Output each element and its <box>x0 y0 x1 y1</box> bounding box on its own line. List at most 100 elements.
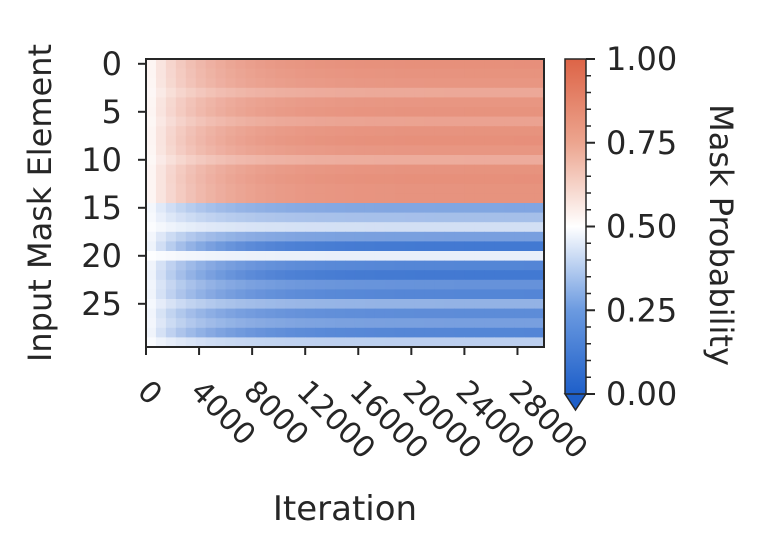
heatmap-cell <box>245 289 257 300</box>
heatmap-cell <box>494 289 505 300</box>
heatmap-cell <box>185 308 197 319</box>
heatmap-cell <box>474 222 485 233</box>
heatmap-cell <box>175 87 187 98</box>
heatmap-cell <box>414 279 426 290</box>
heatmap-cell <box>285 107 296 118</box>
heatmap-cell <box>504 299 515 310</box>
heatmap-cell <box>534 222 545 233</box>
heatmap-cell <box>275 97 286 108</box>
heatmap-cell <box>215 183 227 194</box>
heatmap-cell <box>146 97 157 108</box>
heatmap-cell <box>265 260 276 271</box>
heatmap-cell <box>534 260 545 271</box>
heatmap-cell <box>424 241 436 252</box>
heatmap-cell <box>354 251 366 262</box>
heatmap-cell <box>454 299 465 310</box>
heatmap-cell <box>394 59 406 70</box>
heatmap-cell <box>374 212 386 223</box>
heatmap-cell <box>225 59 237 70</box>
heatmap-cell <box>464 155 475 166</box>
heatmap-cell <box>175 116 187 127</box>
heatmap-cell <box>265 68 276 79</box>
heatmap-cell <box>155 193 167 204</box>
heatmap-cell <box>444 107 456 118</box>
heatmap-cell <box>414 231 426 242</box>
heatmap-cell <box>464 87 475 98</box>
heatmap-cell <box>464 59 475 70</box>
heatmap-cell <box>146 270 157 281</box>
heatmap-cell <box>454 231 465 242</box>
heatmap-cell <box>404 193 416 204</box>
heatmap-cell <box>165 289 177 300</box>
heatmap-cell <box>454 308 465 319</box>
heatmap-cell <box>534 327 545 338</box>
heatmap-cell <box>404 87 416 98</box>
heatmap-cell <box>305 289 316 300</box>
heatmap-cell <box>285 222 296 233</box>
heatmap-cell <box>215 289 227 300</box>
heatmap-cell <box>364 260 376 271</box>
heatmap-cell <box>364 279 376 290</box>
heatmap-cell <box>285 59 296 70</box>
heatmap-cell <box>305 337 316 348</box>
heatmap-cell <box>424 59 436 70</box>
heatmap-cell <box>235 299 247 310</box>
heatmap-cell <box>474 260 485 271</box>
heatmap-cell <box>414 145 426 156</box>
heatmap-cell <box>414 260 426 271</box>
heatmap-cell <box>354 327 366 338</box>
heatmap-cell <box>494 270 505 281</box>
heatmap-cell <box>146 59 157 70</box>
heatmap-cell <box>404 260 416 271</box>
heatmap-cell <box>464 212 475 223</box>
heatmap-cell <box>534 299 545 310</box>
heatmap-cell <box>374 155 386 166</box>
heatmap-cell <box>534 59 545 70</box>
heatmap-cell <box>394 116 406 127</box>
heatmap-cell <box>434 212 446 223</box>
heatmap-cell <box>325 203 336 214</box>
heatmap-cell <box>454 279 465 290</box>
heatmap-cell <box>185 164 197 175</box>
heatmap-cell <box>404 135 416 146</box>
heatmap-cell <box>394 222 406 233</box>
heatmap-cell <box>185 222 197 233</box>
heatmap-cell <box>285 241 296 252</box>
heatmap-cell <box>305 270 316 281</box>
heatmap-cell <box>265 116 276 127</box>
heatmap-cell <box>305 135 316 146</box>
heatmap-cell <box>474 318 485 329</box>
heatmap-cell <box>205 203 217 214</box>
heatmap-cell <box>354 116 366 127</box>
heatmap-cell <box>255 183 266 194</box>
heatmap-cell <box>265 251 276 262</box>
heatmap-cell <box>235 231 247 242</box>
heatmap-cell <box>285 183 296 194</box>
heatmap-cell <box>225 327 237 338</box>
heatmap-cell <box>185 203 197 214</box>
heatmap-cell <box>474 174 485 185</box>
heatmap-cell <box>275 107 286 118</box>
heatmap-cell <box>285 337 296 348</box>
heatmap-cell <box>394 174 406 185</box>
heatmap-cell <box>494 203 505 214</box>
heatmap-cell <box>504 260 515 271</box>
heatmap-cell <box>434 222 446 233</box>
heatmap-cell <box>444 183 456 194</box>
heatmap-cell <box>364 270 376 281</box>
heatmap-cell <box>504 193 515 204</box>
heatmap-cell <box>424 87 436 98</box>
heatmap-cell <box>364 241 376 252</box>
heatmap-cell <box>185 126 197 137</box>
heatmap-cell <box>185 183 197 194</box>
heatmap-cell <box>345 212 356 223</box>
heatmap-cell <box>444 155 456 166</box>
heatmap-cell <box>325 327 336 338</box>
heatmap-cell <box>175 289 187 300</box>
heatmap-cell <box>205 231 217 242</box>
heatmap-cell <box>335 145 346 156</box>
heatmap-cell <box>404 78 416 89</box>
heatmap-cell <box>255 135 266 146</box>
heatmap-cell <box>225 145 237 156</box>
heatmap-cell <box>404 107 416 118</box>
